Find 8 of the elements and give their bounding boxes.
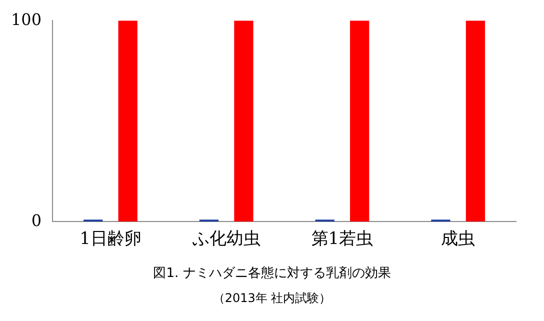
y-tick-label: 100 xyxy=(10,10,42,29)
x-tick-label: 1日齢卵 xyxy=(80,229,142,250)
text: （2013年 社内試験） xyxy=(212,290,332,307)
y-tick-label: 0 xyxy=(31,210,42,230)
text: 図1. ナミハダニ各態に対する乳剤の効果 xyxy=(152,265,392,282)
x-tick-label: 第1若虫 xyxy=(311,229,374,250)
x-tick-label: 成虫 xyxy=(441,229,476,250)
x-tick-label: ふ化幼虫 xyxy=(191,229,260,250)
